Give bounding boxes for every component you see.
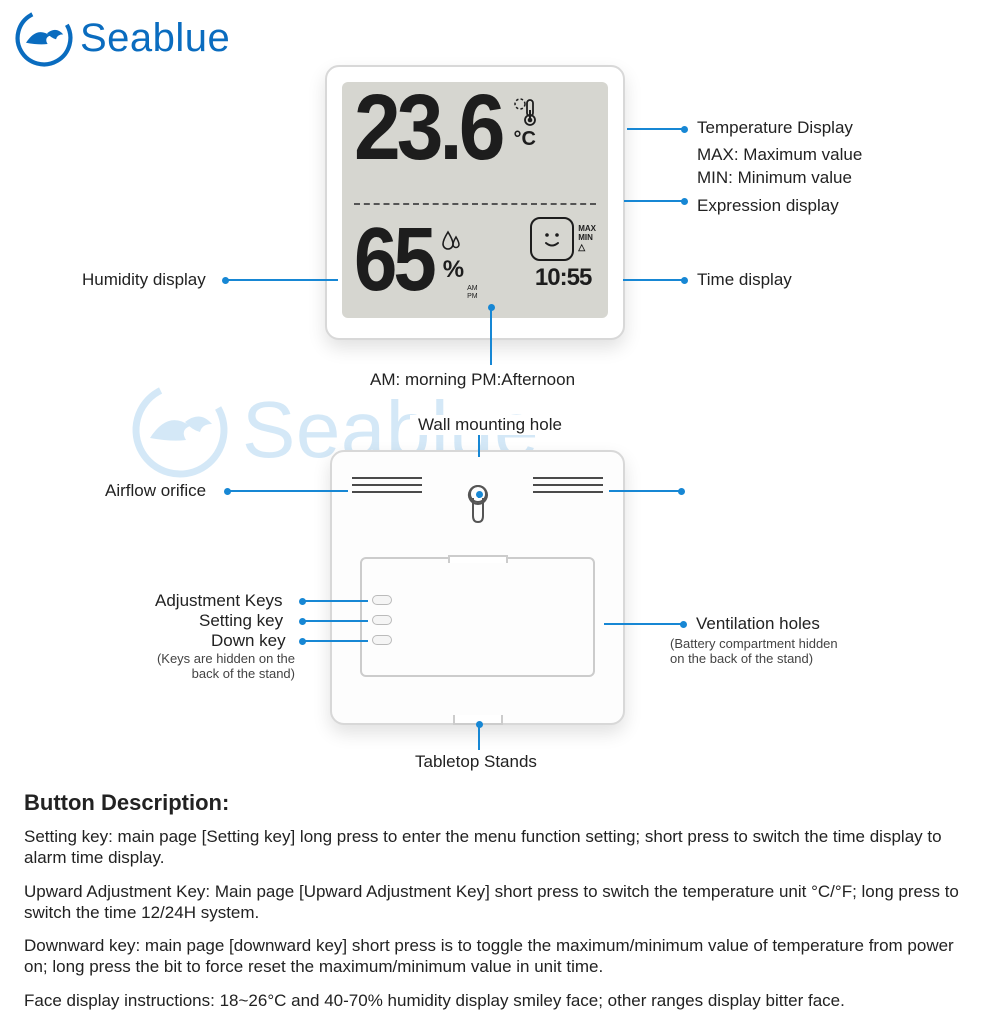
setting-key[interactable]: [372, 615, 392, 625]
down-key[interactable]: [372, 635, 392, 645]
label-vent-holes: Ventilation holes: [696, 614, 820, 634]
leader-line: [300, 640, 368, 642]
leader-line: [623, 279, 687, 281]
label-temperature-display: Temperature Display: [697, 118, 853, 138]
adjustment-key[interactable]: [372, 595, 392, 605]
label-expression: Expression display: [697, 196, 839, 216]
label-max: MAX: Maximum value: [697, 145, 862, 165]
temperature-value: 23.6: [354, 88, 502, 167]
leader-line: [604, 623, 686, 625]
am-label: AM: [467, 285, 478, 292]
humidity-value: 65: [354, 221, 433, 297]
lcd-screen: 23.6 °C 65 %: [342, 82, 608, 318]
leader-line: [490, 305, 492, 365]
leader-line: [223, 279, 338, 281]
label-wall-mount: Wall mounting hole: [410, 415, 570, 435]
label-min: MIN: Minimum value: [697, 168, 852, 188]
label-humidity-display: Humidity display: [82, 270, 206, 290]
expression-icon: [530, 217, 574, 261]
lcd-divider: [354, 203, 596, 205]
label-down-key: Down key: [211, 631, 286, 651]
leader-line: [300, 620, 368, 622]
humidity-unit: %: [443, 256, 464, 284]
time-value: 10:55: [535, 264, 591, 292]
wave-icon: [14, 8, 74, 68]
thermometer-icon: [514, 98, 536, 126]
description-p3: Downward key: main page [downward key] s…: [24, 935, 976, 978]
pm-label: PM: [467, 293, 478, 300]
temp-unit: °C: [514, 128, 536, 151]
vent-left: [352, 477, 422, 493]
label-airflow: Airflow orifice: [105, 481, 206, 501]
leader-line: [478, 722, 480, 750]
leader-line: [225, 490, 348, 492]
description-heading: Button Description:: [24, 790, 976, 816]
leader-line: [478, 492, 480, 498]
button-description-section: Button Description: Setting key: main pa…: [24, 790, 976, 1023]
label-adj-keys: Adjustment Keys: [155, 591, 283, 611]
battery-compartment: [360, 557, 595, 677]
wall-mount-hole: [467, 484, 489, 524]
label-keys-note: (Keys are hidden on the back of the stan…: [150, 651, 295, 681]
device-front: 23.6 °C 65 %: [325, 65, 625, 340]
leader-line: [624, 200, 687, 202]
description-p2: Upward Adjustment Key: Main page [Upward…: [24, 881, 976, 924]
description-p4: Face display instructions: 18~26°C and 4…: [24, 990, 976, 1011]
leader-line: [609, 490, 684, 492]
vent-right: [533, 477, 603, 493]
description-p1: Setting key: main page [Setting key] lon…: [24, 826, 976, 869]
brand-name: Seablue: [80, 16, 230, 61]
label-setting-key: Setting key: [199, 611, 283, 631]
label-tabletop: Tabletop Stands: [415, 752, 537, 772]
label-vent-note: (Battery compartment hidden on the back …: [670, 636, 838, 666]
brand-logo: Seablue: [14, 8, 230, 68]
leader-line: [627, 128, 687, 130]
label-time-display: Time display: [697, 270, 792, 290]
wave-icon: [130, 380, 230, 480]
label-ampm-note: AM: morning PM:Afternoon: [370, 370, 575, 390]
max-min-labels: MAX MIN △: [578, 225, 596, 252]
leader-line: [300, 600, 368, 602]
droplet-icon: [440, 230, 462, 252]
